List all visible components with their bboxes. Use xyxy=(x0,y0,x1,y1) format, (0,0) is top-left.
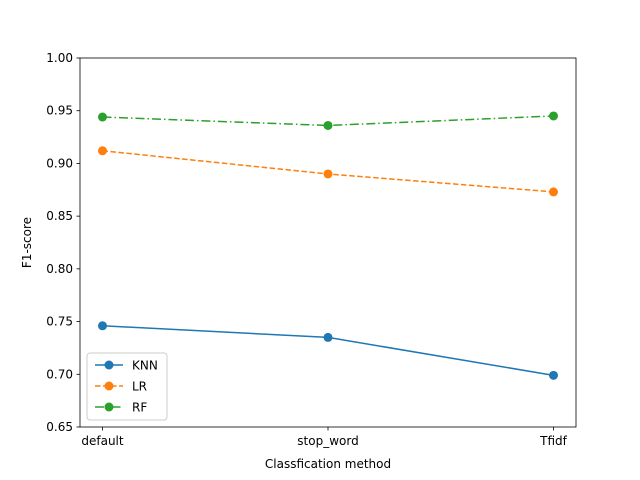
legend-marker-knn xyxy=(104,360,114,370)
x-tick-label: Tfidf xyxy=(539,434,568,448)
y-tick-label: 0.75 xyxy=(46,315,73,329)
data-point-lr-0 xyxy=(98,146,107,156)
axes: 0.65 0.70 0.75 0.80 0.85 0.90 0.95 1.00 default s… xyxy=(46,51,577,448)
legend: KNN LR RF xyxy=(86,352,168,421)
y-tick-label: 0.80 xyxy=(46,262,73,276)
data-point-rf-1 xyxy=(323,120,333,130)
y-tick-label: 1.00 xyxy=(46,51,73,65)
y-tick-label: 0.65 xyxy=(46,420,73,434)
x-tick-label: stop_word xyxy=(297,434,358,448)
data-point-lr-1 xyxy=(323,169,333,179)
plot-area xyxy=(98,111,558,380)
x-axis-label: Classfication method xyxy=(265,457,391,471)
series-line-rf xyxy=(102,115,554,127)
y-tick-label: 0.95 xyxy=(46,104,73,118)
x-tick-label: default xyxy=(81,434,124,448)
data-point-knn-1 xyxy=(323,332,333,342)
legend-marker-rf xyxy=(104,402,114,412)
legend-label-lr: LR xyxy=(132,380,147,394)
data-point-rf-2 xyxy=(549,111,558,121)
legend-marker-lr xyxy=(104,381,114,391)
data-point-knn-2 xyxy=(549,370,558,380)
y-tick-label: 0.70 xyxy=(46,367,73,381)
y-axis-label: F1-score xyxy=(20,217,34,268)
y-tick-label: 0.90 xyxy=(46,156,73,170)
data-point-rf-0 xyxy=(98,112,107,122)
data-point-knn-0 xyxy=(98,321,107,331)
legend-label-knn: KNN xyxy=(132,359,158,373)
y-tick-label: 0.85 xyxy=(46,209,73,223)
legend-label-rf: RF xyxy=(132,401,147,415)
data-point-lr-2 xyxy=(549,187,558,197)
